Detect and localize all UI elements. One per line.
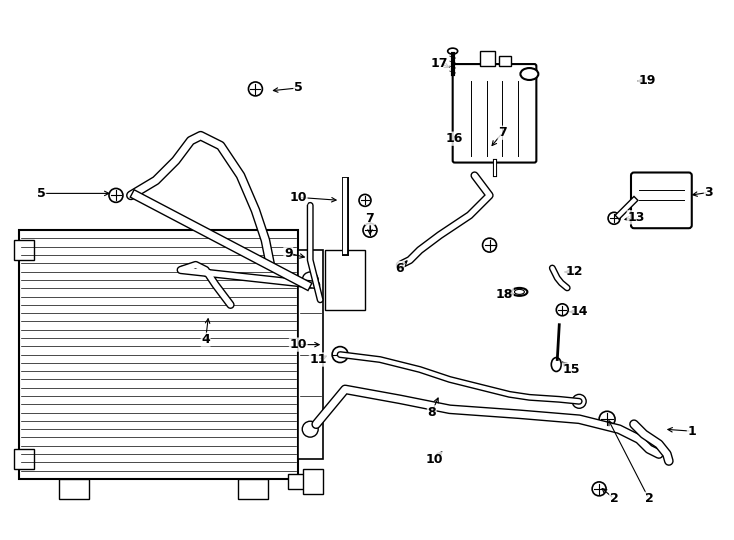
Circle shape	[363, 223, 377, 237]
Bar	[479, 51, 495, 66]
Text: 14: 14	[570, 305, 588, 318]
Text: 16: 16	[446, 132, 463, 145]
Text: 19: 19	[639, 75, 655, 87]
Circle shape	[592, 482, 606, 496]
Circle shape	[608, 212, 620, 224]
Text: 4: 4	[201, 333, 210, 346]
Text: 6: 6	[396, 261, 404, 274]
Text: 15: 15	[562, 363, 580, 376]
Circle shape	[302, 272, 318, 288]
Text: 3: 3	[705, 186, 713, 199]
Circle shape	[248, 82, 262, 96]
Circle shape	[359, 194, 371, 206]
Text: 2: 2	[644, 492, 653, 505]
Text: 2: 2	[610, 492, 619, 505]
Ellipse shape	[515, 289, 524, 294]
Text: 9: 9	[284, 247, 293, 260]
FancyBboxPatch shape	[453, 64, 537, 163]
Circle shape	[556, 304, 568, 316]
Text: 12: 12	[565, 266, 583, 279]
Text: 7: 7	[366, 212, 374, 225]
Circle shape	[573, 394, 586, 408]
Text: 11: 11	[310, 353, 327, 366]
Ellipse shape	[551, 357, 562, 372]
Ellipse shape	[512, 288, 528, 296]
Bar	[500, 56, 512, 66]
Polygon shape	[15, 449, 34, 469]
Text: 10: 10	[426, 453, 443, 465]
Circle shape	[109, 188, 123, 202]
Text: 13: 13	[628, 211, 644, 224]
Text: 1: 1	[688, 424, 696, 437]
Circle shape	[302, 421, 318, 437]
Polygon shape	[298, 250, 323, 459]
Bar	[19, 230, 298, 479]
Text: 10: 10	[289, 338, 307, 351]
Ellipse shape	[448, 48, 458, 54]
Bar	[325, 250, 365, 310]
Text: 8: 8	[427, 406, 436, 419]
Circle shape	[332, 347, 348, 362]
Text: 5: 5	[294, 82, 302, 94]
Bar	[288, 474, 318, 489]
Text: 18: 18	[495, 288, 513, 301]
Ellipse shape	[520, 68, 538, 80]
Bar	[59, 479, 89, 499]
Text: 7: 7	[498, 126, 507, 139]
Text: 5: 5	[37, 187, 46, 200]
Text: 17: 17	[431, 57, 448, 70]
Bar	[239, 479, 269, 499]
Circle shape	[482, 238, 496, 252]
Text: 10: 10	[289, 191, 307, 204]
FancyBboxPatch shape	[631, 172, 691, 228]
Polygon shape	[15, 240, 34, 260]
Circle shape	[599, 411, 615, 427]
Bar	[303, 469, 323, 494]
